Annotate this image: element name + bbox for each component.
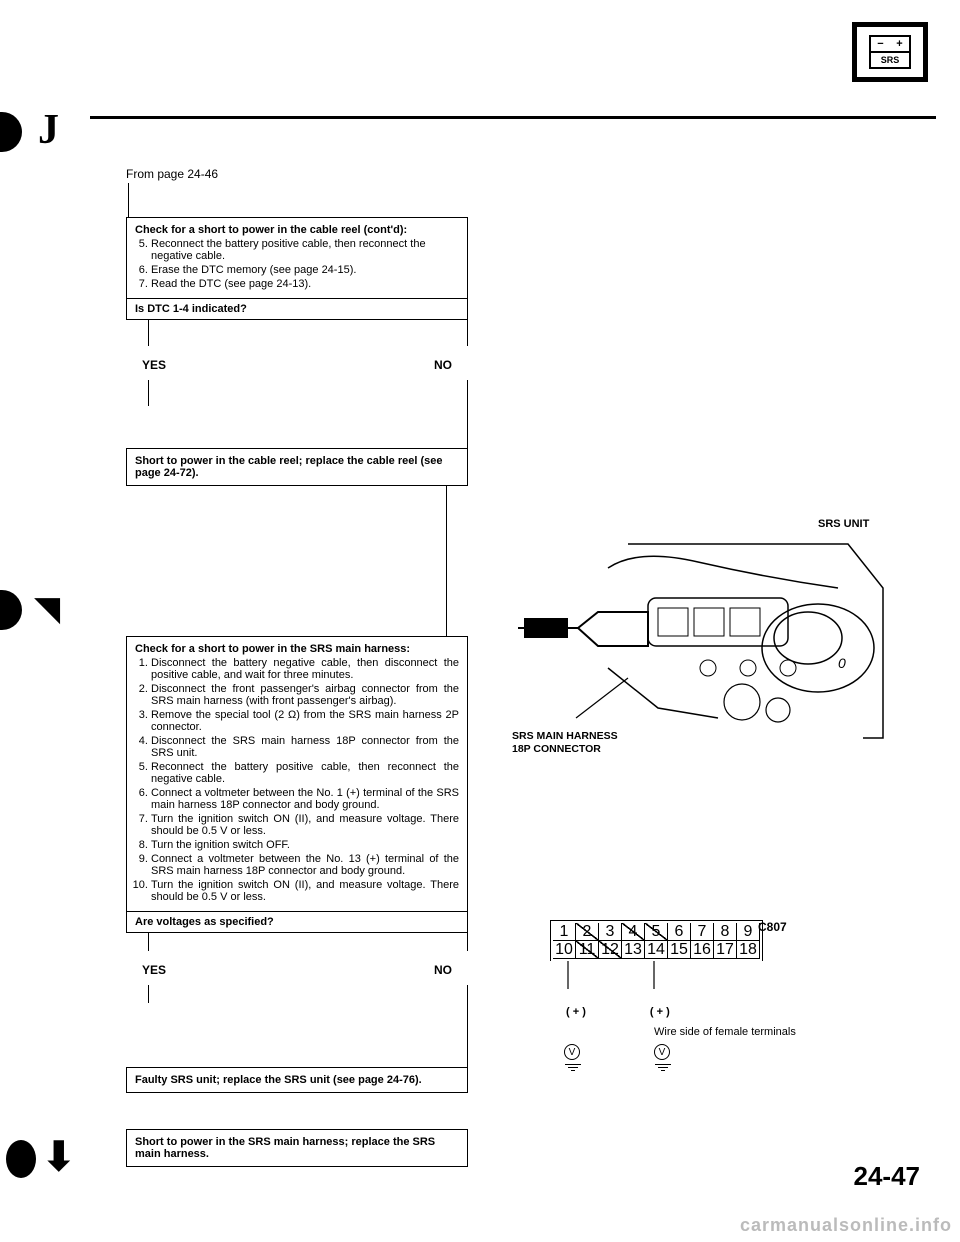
harness-l2: 18P CONNECTOR [512,743,618,756]
srs-plus: + [890,37,909,51]
check-cable-reel-steps: Reconnect the battery positive cable, th… [135,238,459,290]
step: Disconnect the SRS main harness 18P conn… [151,735,459,759]
check-cable-reel-title: Check for a short to power in the cable … [135,224,407,236]
scan-artifact-hook: J [38,106,59,154]
step: Remove the special tool (2 Ω) from the S… [151,709,459,733]
no-result-2: Short to power in the SRS main harness; … [126,1129,468,1167]
step: Reconnect the battery positive cable, th… [151,761,459,785]
step: Connect a voltmeter between the No. 13 (… [151,853,459,877]
srs-label: SRS [871,53,909,67]
step: Turn the ignition switch ON (II), and me… [151,879,459,903]
top-rule [90,116,936,119]
no-label: NO [297,346,468,380]
dtc-question: Is DTC 1-4 indicated? [127,299,467,319]
svg-text:0: 0 [838,655,846,671]
connector-figure: C807 123456789101112131415161718 ( + ) (… [528,920,868,1071]
step: Connect a voltmeter between the No. 1 (+… [151,787,459,811]
flow-line [148,933,297,951]
scan-artifact-arrow: ◥ [34,592,60,626]
page-tab-1 [0,112,22,152]
yes-result-2: Faulty SRS unit; replace the SRS unit (s… [126,1067,468,1093]
no-label: NO [297,951,468,985]
page-number: 24-47 [854,1161,921,1192]
plus-terminal-a: ( + ) [566,1006,586,1018]
srs-unit-label: SRS UNIT [818,518,869,530]
step: Disconnect the front passenger's airbag … [151,683,459,707]
scan-artifact-u: ⬇ [42,1134,76,1180]
harness-labels: SRS MAIN HARNESS 18P CONNECTOR [512,730,618,755]
flow-line [128,183,898,217]
yes-label: YES [126,346,297,380]
yes-result-1: Short to power in the cable reel; replac… [126,448,468,486]
step: Turn the ignition switch OFF. [151,839,459,851]
step: Turn the ignition switch ON (II), and me… [151,813,459,837]
flow-line [444,985,468,1067]
ground-symbols: V V [564,1044,868,1071]
connector-id: C807 [758,920,787,934]
check-cable-reel-box: Check for a short to power in the cable … [126,217,468,320]
watermark: carmanualsonline.info [740,1215,952,1236]
voltmeter-icon: V [654,1044,670,1060]
srs-unit-figure: SRS UNIT 0 SRS MAIN HARNESS 18P CONNECTO… [508,538,888,773]
yesno-branch-2: YES NO [126,933,468,1067]
page-tab-2 [0,590,22,630]
page-tab-3 [6,1140,36,1178]
flow-line [148,320,297,346]
srs-minus: − [871,37,890,51]
harness-l1: SRS MAIN HARNESS [512,730,618,743]
flow-line [444,933,468,951]
check-srs-harness-box: Check for a short to power in the SRS ma… [126,636,468,933]
plus-terminal-b: ( + ) [650,1006,670,1018]
check-srs-harness-steps: Disconnect the battery negative cable, t… [135,657,459,903]
srs-icon: − + SRS [852,22,928,82]
voltage-question: Are voltages as specified? [127,912,467,932]
step: Reconnect the battery positive cable, th… [151,238,459,262]
flow-line [444,320,468,346]
check-srs-harness-title: Check for a short to power in the SRS ma… [135,643,410,655]
yesno-branch-1: YES NO [126,320,468,448]
step: Read the DTC (see page 24-13). [151,278,459,290]
yes-label: YES [126,951,297,985]
flow-line [148,985,297,1003]
from-page-ref: From page 24-46 [126,167,898,181]
connector-grid: 123456789101112131415161718 [553,923,760,959]
wire-side-label: Wire side of female terminals [654,1026,868,1038]
step: Erase the DTC memory (see page 24-15). [151,264,459,276]
flow-line [148,380,297,406]
connector-leads [550,961,810,991]
flow-line [444,380,468,448]
voltmeter-icon: V [564,1044,580,1060]
step: Disconnect the battery negative cable, t… [151,657,459,681]
